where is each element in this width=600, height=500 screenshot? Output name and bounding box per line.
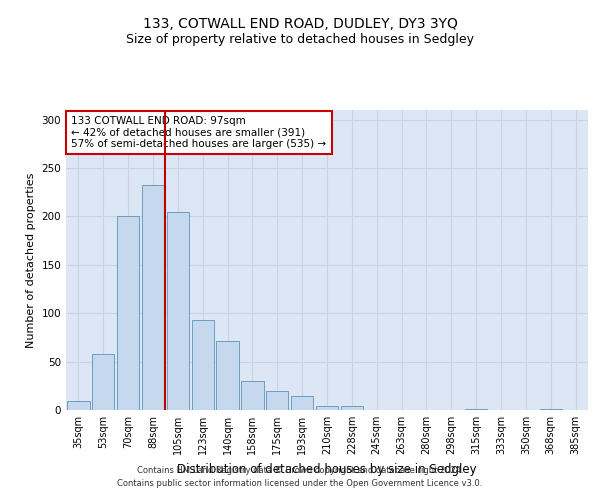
Text: Size of property relative to detached houses in Sedgley: Size of property relative to detached ho… xyxy=(126,32,474,46)
Bar xyxy=(316,406,338,410)
Bar xyxy=(465,409,487,410)
Bar xyxy=(291,396,313,410)
X-axis label: Distribution of detached houses by size in Sedgley: Distribution of detached houses by size … xyxy=(177,462,477,475)
Bar xyxy=(266,390,289,410)
Bar xyxy=(67,402,89,410)
Y-axis label: Number of detached properties: Number of detached properties xyxy=(26,172,36,348)
Bar xyxy=(142,184,164,410)
Text: Contains HM Land Registry data © Crown copyright and database right 2024.
Contai: Contains HM Land Registry data © Crown c… xyxy=(118,466,482,487)
Bar xyxy=(117,216,139,410)
Bar xyxy=(217,342,239,410)
Bar xyxy=(167,212,189,410)
Text: 133 COTWALL END ROAD: 97sqm
← 42% of detached houses are smaller (391)
57% of se: 133 COTWALL END ROAD: 97sqm ← 42% of det… xyxy=(71,116,326,149)
Bar xyxy=(92,354,115,410)
Bar xyxy=(241,381,263,410)
Bar xyxy=(539,409,562,410)
Bar xyxy=(341,406,363,410)
Bar xyxy=(191,320,214,410)
Text: 133, COTWALL END ROAD, DUDLEY, DY3 3YQ: 133, COTWALL END ROAD, DUDLEY, DY3 3YQ xyxy=(143,18,457,32)
